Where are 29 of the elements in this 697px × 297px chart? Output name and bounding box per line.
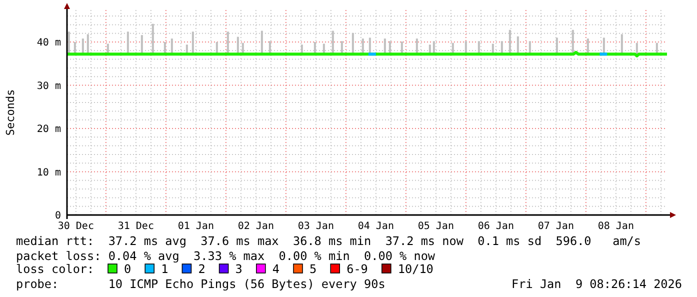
x-tick-label: 07 Jan: [538, 221, 574, 232]
legend-label: 5: [310, 262, 317, 276]
y-tick-label: 30 m: [36, 80, 61, 92]
text: median rtt: 37.2 ms avg 37.6 ms max 36.8 ms min 37.2 ms now 0.1 ms sd 596.0 am/s: [16, 234, 642, 248]
legend-label: 0: [124, 262, 132, 276]
x-tick-label: 02 Jan: [238, 221, 274, 232]
x-tick-label: 05 Jan: [418, 221, 454, 232]
legend-label: 3: [235, 262, 242, 276]
legend-label: 6-9: [346, 262, 368, 276]
y-tick-label: 40 m: [36, 38, 61, 49]
x-tick-label: 06 Jan: [478, 221, 514, 232]
text: probe: 10 ICMP Echo Pings (56 Bytes) every 90s: [16, 277, 386, 291]
y-axis-title: Seconds: [4, 89, 17, 136]
legend-title: loss color:: [16, 262, 94, 276]
x-tick-label: 03 Jan: [298, 221, 334, 232]
x-tick-label: 30 Dec: [58, 221, 94, 232]
legend-label: 10/10: [398, 262, 434, 276]
legend-label: 1: [161, 262, 168, 276]
y-tick-label: 10 m: [36, 167, 61, 178]
text: packet loss: 0.04 % avg 3.33 % max 0.00 % min 0.00 % now: [16, 249, 436, 263]
legend-label: 2: [198, 262, 206, 276]
legend-label: 4: [272, 262, 280, 276]
x-tick-label: 08 Jan: [598, 221, 634, 232]
text: Fri Jan 9 08:26:14 2026: [512, 277, 682, 291]
y-tick-label: 20 m: [36, 124, 61, 135]
y-tick-label: 0: [54, 210, 61, 222]
x-tick-label: 04 Jan: [358, 221, 394, 232]
x-tick-label: 01 Jan: [178, 221, 214, 232]
x-tick-label: 31 Dec: [118, 221, 154, 232]
